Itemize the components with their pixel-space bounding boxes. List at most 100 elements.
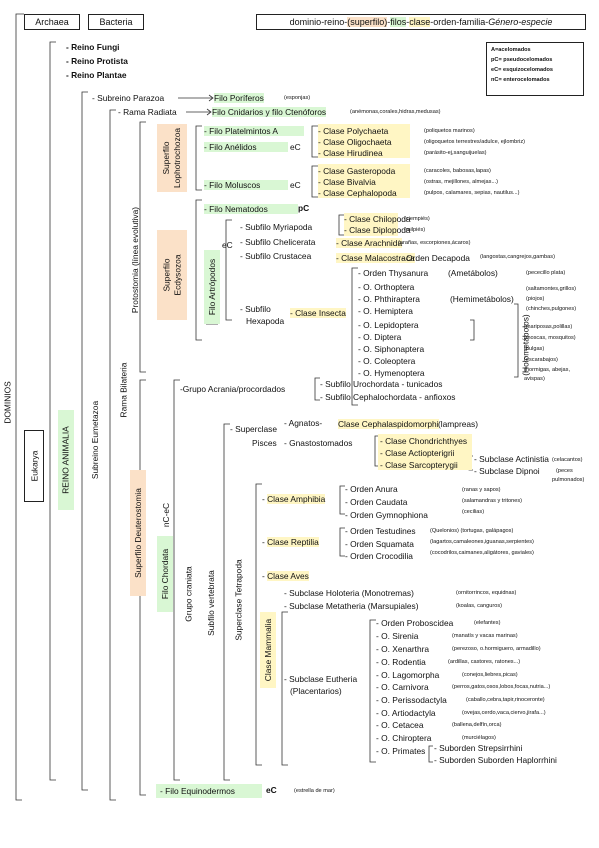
legend-pc: pC= pseudocelomados <box>491 57 553 63</box>
note-lepidoptera: (mariposas,polillas) <box>524 324 573 330</box>
filo-poriferos: Filo Poríferos <box>214 93 264 103</box>
note-diplopoda: (milpiés) <box>404 227 426 233</box>
orden-thysanura: - Orden Thysanura <box>358 268 429 278</box>
note-diptera: (moscas, mosquitos) <box>524 335 576 341</box>
orden-phthiraptera: - O. Phthiraptera <box>358 294 420 304</box>
note-siphonaptera: (pulgas) <box>524 346 545 352</box>
note-proboscidea: (elefantes) <box>474 620 501 626</box>
hier-clase: clase <box>409 17 431 27</box>
note-caudata: (salamandras y tritones) <box>462 498 522 504</box>
filo-moluscos: - Filo Moluscos <box>204 180 288 190</box>
note-cephalopoda: (pulpos, calamares, sepias, nautilus...) <box>424 190 520 196</box>
suborden-haplorrhini: - Suborden Suborden Haplorrhini <box>434 755 557 765</box>
note-coleoptera: (escarabajos) <box>524 357 558 363</box>
orden-cetacea: - O. Cetacea <box>376 720 424 730</box>
orden-sirenia: - O. Sirenia <box>376 631 419 641</box>
eukarya-label: Eukarya <box>29 450 40 482</box>
note-peces-2: pulmonados) <box>552 477 585 483</box>
note-cetacea: (ballena,delfín,orca) <box>452 722 502 728</box>
orden-caudata: - Orden Caudata <box>345 497 408 507</box>
subclase-eutheria-2: (Placentarios) <box>290 686 342 696</box>
grupo-acrania: -Grupo Acrania/procordados <box>180 384 286 394</box>
note-marsupiales: (koalas, canguros) <box>456 603 503 609</box>
subfilo-urochordata: - Subfilo Urochordata - tunicados <box>320 379 443 389</box>
clase-arachnida: - Clase Arachnida <box>336 238 403 248</box>
superfilo-lophotrochozoa-label: Superfilo Lophotrochozoa <box>157 124 187 192</box>
reino-animalia-label: REINO ANIMALIA <box>58 410 74 510</box>
orden-gymnophiona: - Orden Gymnophiona <box>345 510 428 520</box>
orden-lepidoptera: - O. Lepidoptera <box>358 320 419 330</box>
clase-malacostraca: - Clase Malacostraca <box>336 253 415 263</box>
note-chiroptera: (murciélagos) <box>462 735 496 741</box>
note-hemiptera: (chinches,pulgones) <box>526 306 577 312</box>
hier-dash-1: - <box>387 17 391 27</box>
note-perissodactyla: (caballo,cebra,tapir,rinoceronte) <box>466 697 545 703</box>
note-peces-1: (peces <box>556 468 573 474</box>
note-squamata: (lagartos,camaleones,iguanas,serpientes) <box>430 539 534 545</box>
superclase-tetrapoda-label: Superclase Tetrapoda <box>234 559 245 641</box>
hier-rest: -orden-familia- <box>430 17 489 27</box>
orden-primates: - O. Primates <box>376 746 426 756</box>
orden-proboscidea: - Orden Proboscidea <box>376 618 454 628</box>
note-chilopoda: (ciempiés) <box>404 216 430 222</box>
protostomia-label: Protostomia (línea evolutiva) <box>130 206 141 314</box>
ametabolos-label: (Ametábolos) <box>448 268 498 278</box>
filo-chordata-label: Filo Chordata <box>157 536 173 612</box>
orden-anura: - Orden Anura <box>345 484 398 494</box>
subfilo-hexapoda-2: Hexapoda <box>246 316 285 326</box>
clase-reptilia: Clase Reptilia <box>267 537 319 547</box>
subclase-metatheria: - Subclase Metatheria (Marsupiales) <box>284 601 419 611</box>
subclase-eutheria-1: - Subclase Eutheria <box>284 674 358 684</box>
filo-nematodos: - Filo Nematodos <box>204 204 298 214</box>
orden-xenarthra: - O. Xenarthra <box>376 644 430 654</box>
nematodos-pc: pC <box>298 203 310 213</box>
note-polychaeta: (poliquetos marinos) <box>424 128 475 134</box>
note-estrella: (estrella de mar) <box>294 788 335 794</box>
reino-protista: - Reino Protista <box>66 56 128 66</box>
rama-radiata: - Rama Radiata <box>118 107 177 117</box>
note-esponjas: (esponjas) <box>284 95 311 101</box>
archaea-box: Archaea <box>24 14 80 30</box>
note-hymenoptera-1: (hormigas, abejas, <box>524 367 571 373</box>
clase-hirudinea: - Clase Hirudinea <box>318 148 383 158</box>
note-carnivora: (perros,gatos,osos,lobos,focas,nutria...… <box>452 684 551 690</box>
note-testudines: (Quelonios) (tortugas, galápagos) <box>430 528 514 534</box>
subclase-holoteria: - Subclase Holoteria (Monotremas) <box>284 588 414 598</box>
clase-chilopoda: - Clase Chilopoda <box>344 214 411 224</box>
note-bivalvia: (ostras, mejillones, almejas...) <box>424 179 498 185</box>
archaea-label: Archaea <box>35 17 69 27</box>
note-celacantos: (celacantos) <box>552 457 583 463</box>
orden-lagomorpha: - O. Lagomorpha <box>376 670 440 680</box>
note-orthoptera: (saltamontes,grillos) <box>526 286 577 292</box>
agnatos: - Agnatos- <box>284 418 323 428</box>
subfilo-myriapoda: - Subfilo Myriapoda <box>240 222 313 232</box>
anelidos-clases-bg <box>318 124 410 158</box>
orden-squamata: - Orden Squamata <box>345 539 414 549</box>
legend-ec: eC= esquizocelomados <box>491 67 554 73</box>
orden-chiroptera: - O. Chiroptera <box>376 733 432 743</box>
subreino-eumetazoa-label: Subreino Eumetazoa <box>90 400 100 480</box>
clase-amphibia: Clase Amphibia <box>267 494 326 504</box>
dominios-label: DOMINIOS <box>2 380 13 424</box>
equinodermos-ec: eC <box>266 785 277 795</box>
clase-aves: Clase Aves <box>267 571 309 581</box>
note-oligochaeta: (oligoquetos terrestres/adulce, ejlombri… <box>424 139 526 145</box>
superclase-pisces-2: Pisces <box>252 438 277 448</box>
moluscos-ec: eC <box>290 180 301 190</box>
hemimetabolos-label: (Hemimetábolos) <box>450 294 514 304</box>
clase-sarcopterygii: - Clase Sarcopterygii <box>380 460 458 470</box>
orden-hymenoptera: - O. Hymenoptera <box>358 368 425 378</box>
orden-diptera: - O. Diptera <box>358 332 402 342</box>
note-artiodactyla: (ovejas,cerdo,vaca,ciervo,jirafa...) <box>462 710 546 716</box>
clase-cephalopoda: - Clase Cephalopoda <box>318 188 397 198</box>
hierarchy-box: dominio-reino- (superfilo) - filos - clase -or… <box>256 14 586 30</box>
clase-diplopoda: - Clase Diplopoda <box>344 225 411 235</box>
note-arachnida: (arañas, escorpiones,ácaros) <box>398 240 471 246</box>
note-cnidarios: (anémonas,corales,hidras,medusas) <box>350 109 441 115</box>
note-hirudinea: (parásito-ej,sanguijuelas) <box>424 150 487 156</box>
note-phthiraptera: (piojos) <box>526 296 545 302</box>
clase-actinopterygii: - Clase Actiopterigrii <box>380 448 455 458</box>
note-decapoda: (langostas,cangrejos,gambas) <box>480 254 555 260</box>
anelidos-ec: eC <box>290 142 301 152</box>
